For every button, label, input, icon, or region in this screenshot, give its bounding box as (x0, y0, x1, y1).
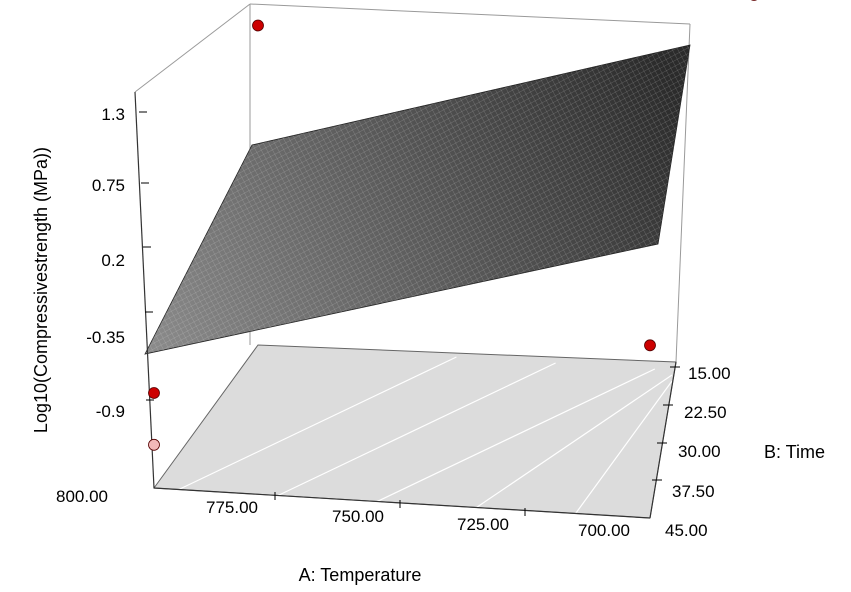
z-tick-label: 1.3 (101, 105, 125, 124)
y-axis-title: B: Time (764, 442, 825, 462)
floor-contour-line (476, 374, 673, 508)
z-tick-label: -0.9 (96, 402, 125, 421)
floor-contour-line (575, 380, 673, 514)
x-tick-labels: 800.00 775.00 750.00 725.00 700.00 (56, 487, 630, 540)
response-surface (144, 44, 691, 355)
y-tick-label: 45.00 (665, 521, 708, 540)
x-tick-label: 775.00 (206, 498, 258, 517)
floor-plane (153, 344, 677, 519)
y-axis-line (649, 361, 677, 519)
y-tick-label: 22.50 (684, 403, 727, 422)
x-axis-line (153, 487, 651, 519)
y-tick-label: 15.00 (688, 364, 731, 383)
y-tick-label: 30.00 (678, 442, 721, 461)
design-point (252, 19, 264, 32)
y-tick-labels: 15.00 22.50 30.00 37.50 45.00 (665, 364, 731, 540)
design-points (148, 0, 758, 451)
floor-contours (178, 356, 673, 514)
tick-marks (139, 111, 680, 516)
x-tick-label: 700.00 (578, 521, 630, 540)
x-tick-label: 725.00 (457, 515, 509, 534)
floor-contour-line (277, 362, 556, 497)
x-axis-title: A: Temperature (299, 565, 422, 585)
x-tick-label: 800.00 (56, 487, 108, 506)
y-tick-label: 37.50 (672, 482, 715, 501)
design-point (148, 387, 160, 399)
z-axis-title: Log10(Compressivestrength (MPa)) (31, 147, 51, 433)
design-point (750, 0, 758, 1)
axes (134, 91, 677, 519)
z-axis-line (134, 91, 155, 489)
floor-contour-line (178, 356, 457, 491)
x-tick-label: 750.00 (332, 507, 384, 526)
z-tick-label: 0.75 (92, 176, 125, 195)
floor-contour-line (376, 368, 656, 503)
design-point (644, 339, 656, 352)
z-tick-label: 0.2 (101, 251, 125, 270)
z-tick-labels: 1.3 0.75 0.2 -0.35 -0.9 (86, 105, 125, 421)
z-tick-label: -0.35 (86, 328, 125, 347)
design-point (148, 438, 160, 451)
